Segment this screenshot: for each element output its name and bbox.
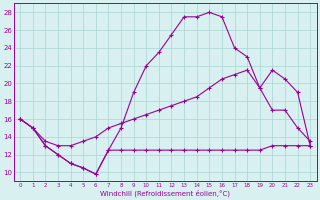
X-axis label: Windchill (Refroidissement éolien,°C): Windchill (Refroidissement éolien,°C)	[100, 189, 230, 197]
